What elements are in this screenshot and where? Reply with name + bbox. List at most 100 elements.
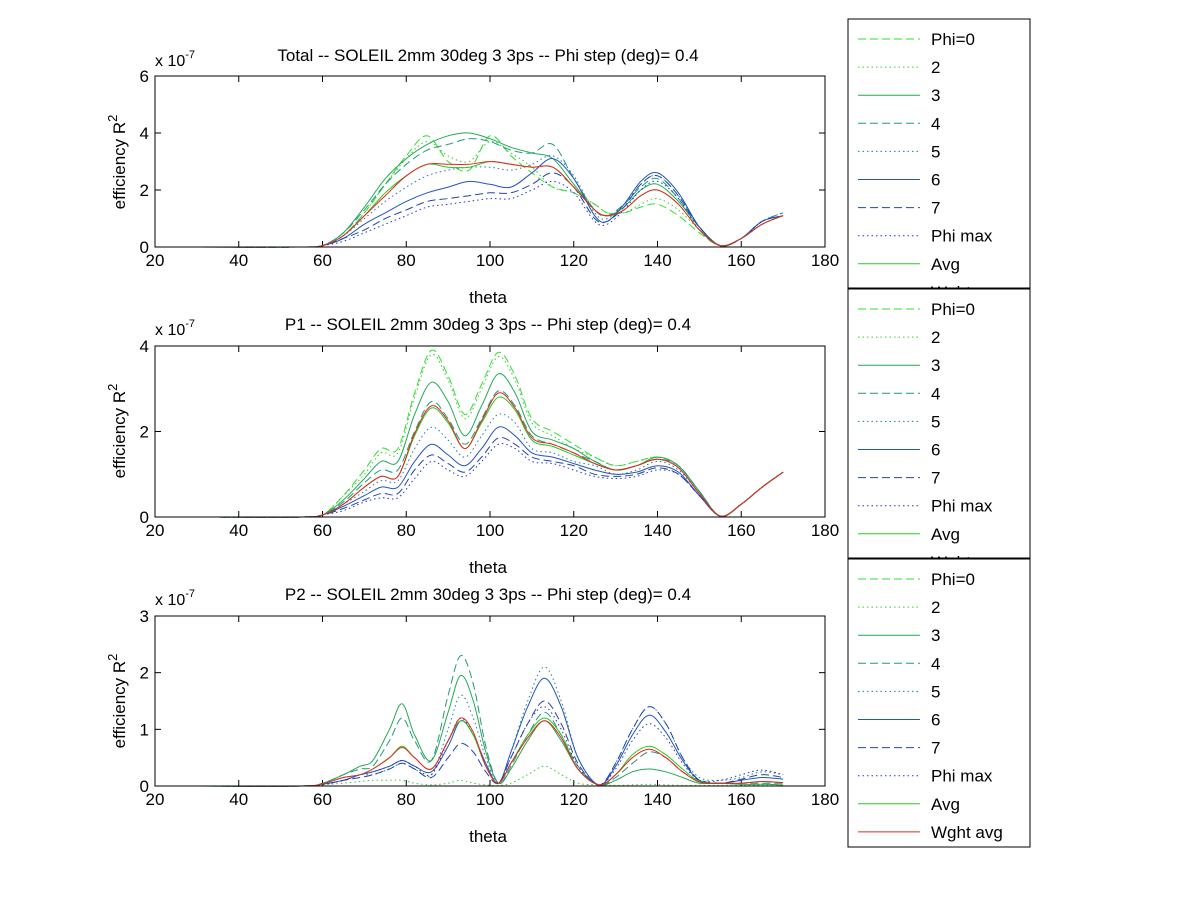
- x-tick-label: 80: [397, 251, 416, 270]
- x-tick-label: 180: [811, 521, 839, 540]
- series-line-wght-avg: [196, 392, 784, 518]
- plot-area: [154, 615, 826, 787]
- legend-label-avg: Avg: [931, 795, 960, 814]
- x-tick-label: 80: [397, 521, 416, 540]
- legend-label-wght-avg: Wght avg: [931, 823, 1003, 842]
- y-tick-label: 4: [140, 124, 149, 143]
- y-axis-label: efficiency R2: [105, 654, 129, 749]
- subplot-total: Total -- SOLEIL 2mm 30deg 3 3ps -- Phi s…: [105, 46, 839, 307]
- chart-title: Total -- SOLEIL 2mm 30deg 3 3ps -- Phi s…: [277, 46, 698, 65]
- legend-box: [847, 288, 1031, 559]
- x-tick-label: 120: [560, 790, 588, 809]
- y-axis-label: efficiency R2: [105, 115, 129, 210]
- series-line-7: [196, 172, 784, 248]
- y-tick-label: 0: [140, 508, 149, 527]
- legend-box: [847, 18, 1031, 289]
- x-tick-label: 60: [313, 790, 332, 809]
- series-lines: [196, 349, 784, 518]
- x-tick-label: 40: [229, 790, 248, 809]
- y-scale-factor: x 10-7: [155, 588, 195, 609]
- axis-ticks: 20 40 60 80 100 120 140 160 180 0 1 2 3: [140, 607, 840, 809]
- x-tick-label: 140: [643, 521, 671, 540]
- chart-title: P1 -- SOLEIL 2mm 30deg 3 3ps -- Phi step…: [285, 315, 691, 334]
- y-tick-label: 1: [140, 720, 149, 739]
- legend-p1: Phi=0 2 3 4 5 6 7 Phi max Avg Wght avg: [847, 288, 1031, 572]
- x-axis-label: theta: [469, 288, 507, 307]
- x-tick-label: 40: [229, 251, 248, 270]
- series-line-wght-avg: [196, 160, 784, 248]
- legend-label-avg: Avg: [931, 525, 960, 544]
- y-tick-label: 2: [140, 664, 149, 683]
- subplot-p2: P2 -- SOLEIL 2mm 30deg 3 3ps -- Phi step…: [105, 585, 839, 846]
- x-tick-label: 40: [229, 521, 248, 540]
- legend-label-phi-max: Phi max: [931, 767, 993, 786]
- x-tick-label: 100: [476, 790, 504, 809]
- series-lines: [196, 132, 784, 248]
- axis-ticks: 20 40 60 80 100 120 140 160 180 0 2 4: [140, 337, 840, 540]
- legend-label-3: 3: [931, 356, 940, 375]
- plot-area: [154, 75, 826, 248]
- x-tick-label: 60: [313, 251, 332, 270]
- legend-label-5: 5: [931, 682, 940, 701]
- legend-total: Phi=0 2 3 4 5 6 7 Phi max Avg Wght avg: [847, 18, 1031, 302]
- legend-label-5: 5: [931, 412, 940, 431]
- chart-title: P2 -- SOLEIL 2mm 30deg 3 3ps -- Phi step…: [285, 585, 691, 604]
- series-line-phi-max: [196, 180, 784, 248]
- legend-label-phi-max: Phi max: [931, 497, 993, 516]
- x-tick-label: 180: [811, 790, 839, 809]
- y-axis-label: efficiency R2: [105, 384, 129, 479]
- legend-label-phi-0: Phi=0: [931, 570, 975, 589]
- y-tick-label: 4: [140, 337, 149, 356]
- legend-label-5: 5: [931, 142, 940, 161]
- series-line-7: [196, 700, 784, 787]
- legend-label-4: 4: [931, 114, 940, 133]
- legend-label-2: 2: [931, 598, 940, 617]
- x-tick-label: 160: [727, 251, 755, 270]
- legend-label-7: 7: [931, 199, 940, 218]
- legend-label-3: 3: [931, 86, 940, 105]
- legend-label-6: 6: [931, 441, 940, 460]
- legend-p2: Phi=0 2 3 4 5 6 7 Phi max Avg Wght avg: [847, 558, 1031, 848]
- legend-label-2: 2: [931, 58, 940, 77]
- y-tick-label: 6: [140, 67, 149, 86]
- series-line-7: [196, 436, 784, 518]
- legend-label-phi-max: Phi max: [931, 227, 993, 246]
- y-tick-label: 2: [140, 423, 149, 442]
- x-tick-label: 160: [727, 790, 755, 809]
- subplot-p1: P1 -- SOLEIL 2mm 30deg 3 3ps -- Phi step…: [105, 315, 839, 577]
- x-tick-label: 20: [146, 790, 165, 809]
- x-tick-label: 100: [476, 521, 504, 540]
- legend-label-wght-avg: Wght avg: [931, 553, 1003, 572]
- legend-label-2: 2: [931, 328, 940, 347]
- y-scale-factor: x 10-7: [155, 318, 195, 339]
- legend-label-6: 6: [931, 711, 940, 730]
- x-tick-label: 180: [811, 251, 839, 270]
- axis-ticks: 20 40 60 80 100 120 140 160 180 0 2 4 6: [140, 67, 840, 270]
- x-tick-label: 140: [643, 251, 671, 270]
- legend-box: [847, 558, 1031, 848]
- legend-label-6: 6: [931, 171, 940, 190]
- legend-label-3: 3: [931, 626, 940, 645]
- legend-label-phi-0: Phi=0: [931, 300, 975, 319]
- x-tick-label: 120: [560, 521, 588, 540]
- y-tick-label: 2: [140, 181, 149, 200]
- legend-label-4: 4: [931, 654, 940, 673]
- legend-label-7: 7: [931, 739, 940, 758]
- x-axis-label: theta: [469, 827, 507, 846]
- y-tick-label: 3: [140, 607, 149, 626]
- y-scale-factor: x 10-7: [155, 49, 195, 70]
- x-tick-label: 20: [146, 251, 165, 270]
- x-axis-label: theta: [469, 558, 507, 577]
- series-line-wght-avg: [196, 717, 784, 787]
- legend-label-4: 4: [931, 384, 940, 403]
- y-tick-label: 0: [140, 777, 149, 796]
- x-tick-label: 100: [476, 251, 504, 270]
- x-tick-label: 20: [146, 521, 165, 540]
- x-tick-label: 80: [397, 790, 416, 809]
- series-line-3: [196, 674, 784, 787]
- series-line-6: [196, 677, 784, 787]
- x-tick-label: 120: [560, 251, 588, 270]
- x-tick-label: 140: [643, 790, 671, 809]
- legend-label-wght-avg: Wght avg: [931, 283, 1003, 302]
